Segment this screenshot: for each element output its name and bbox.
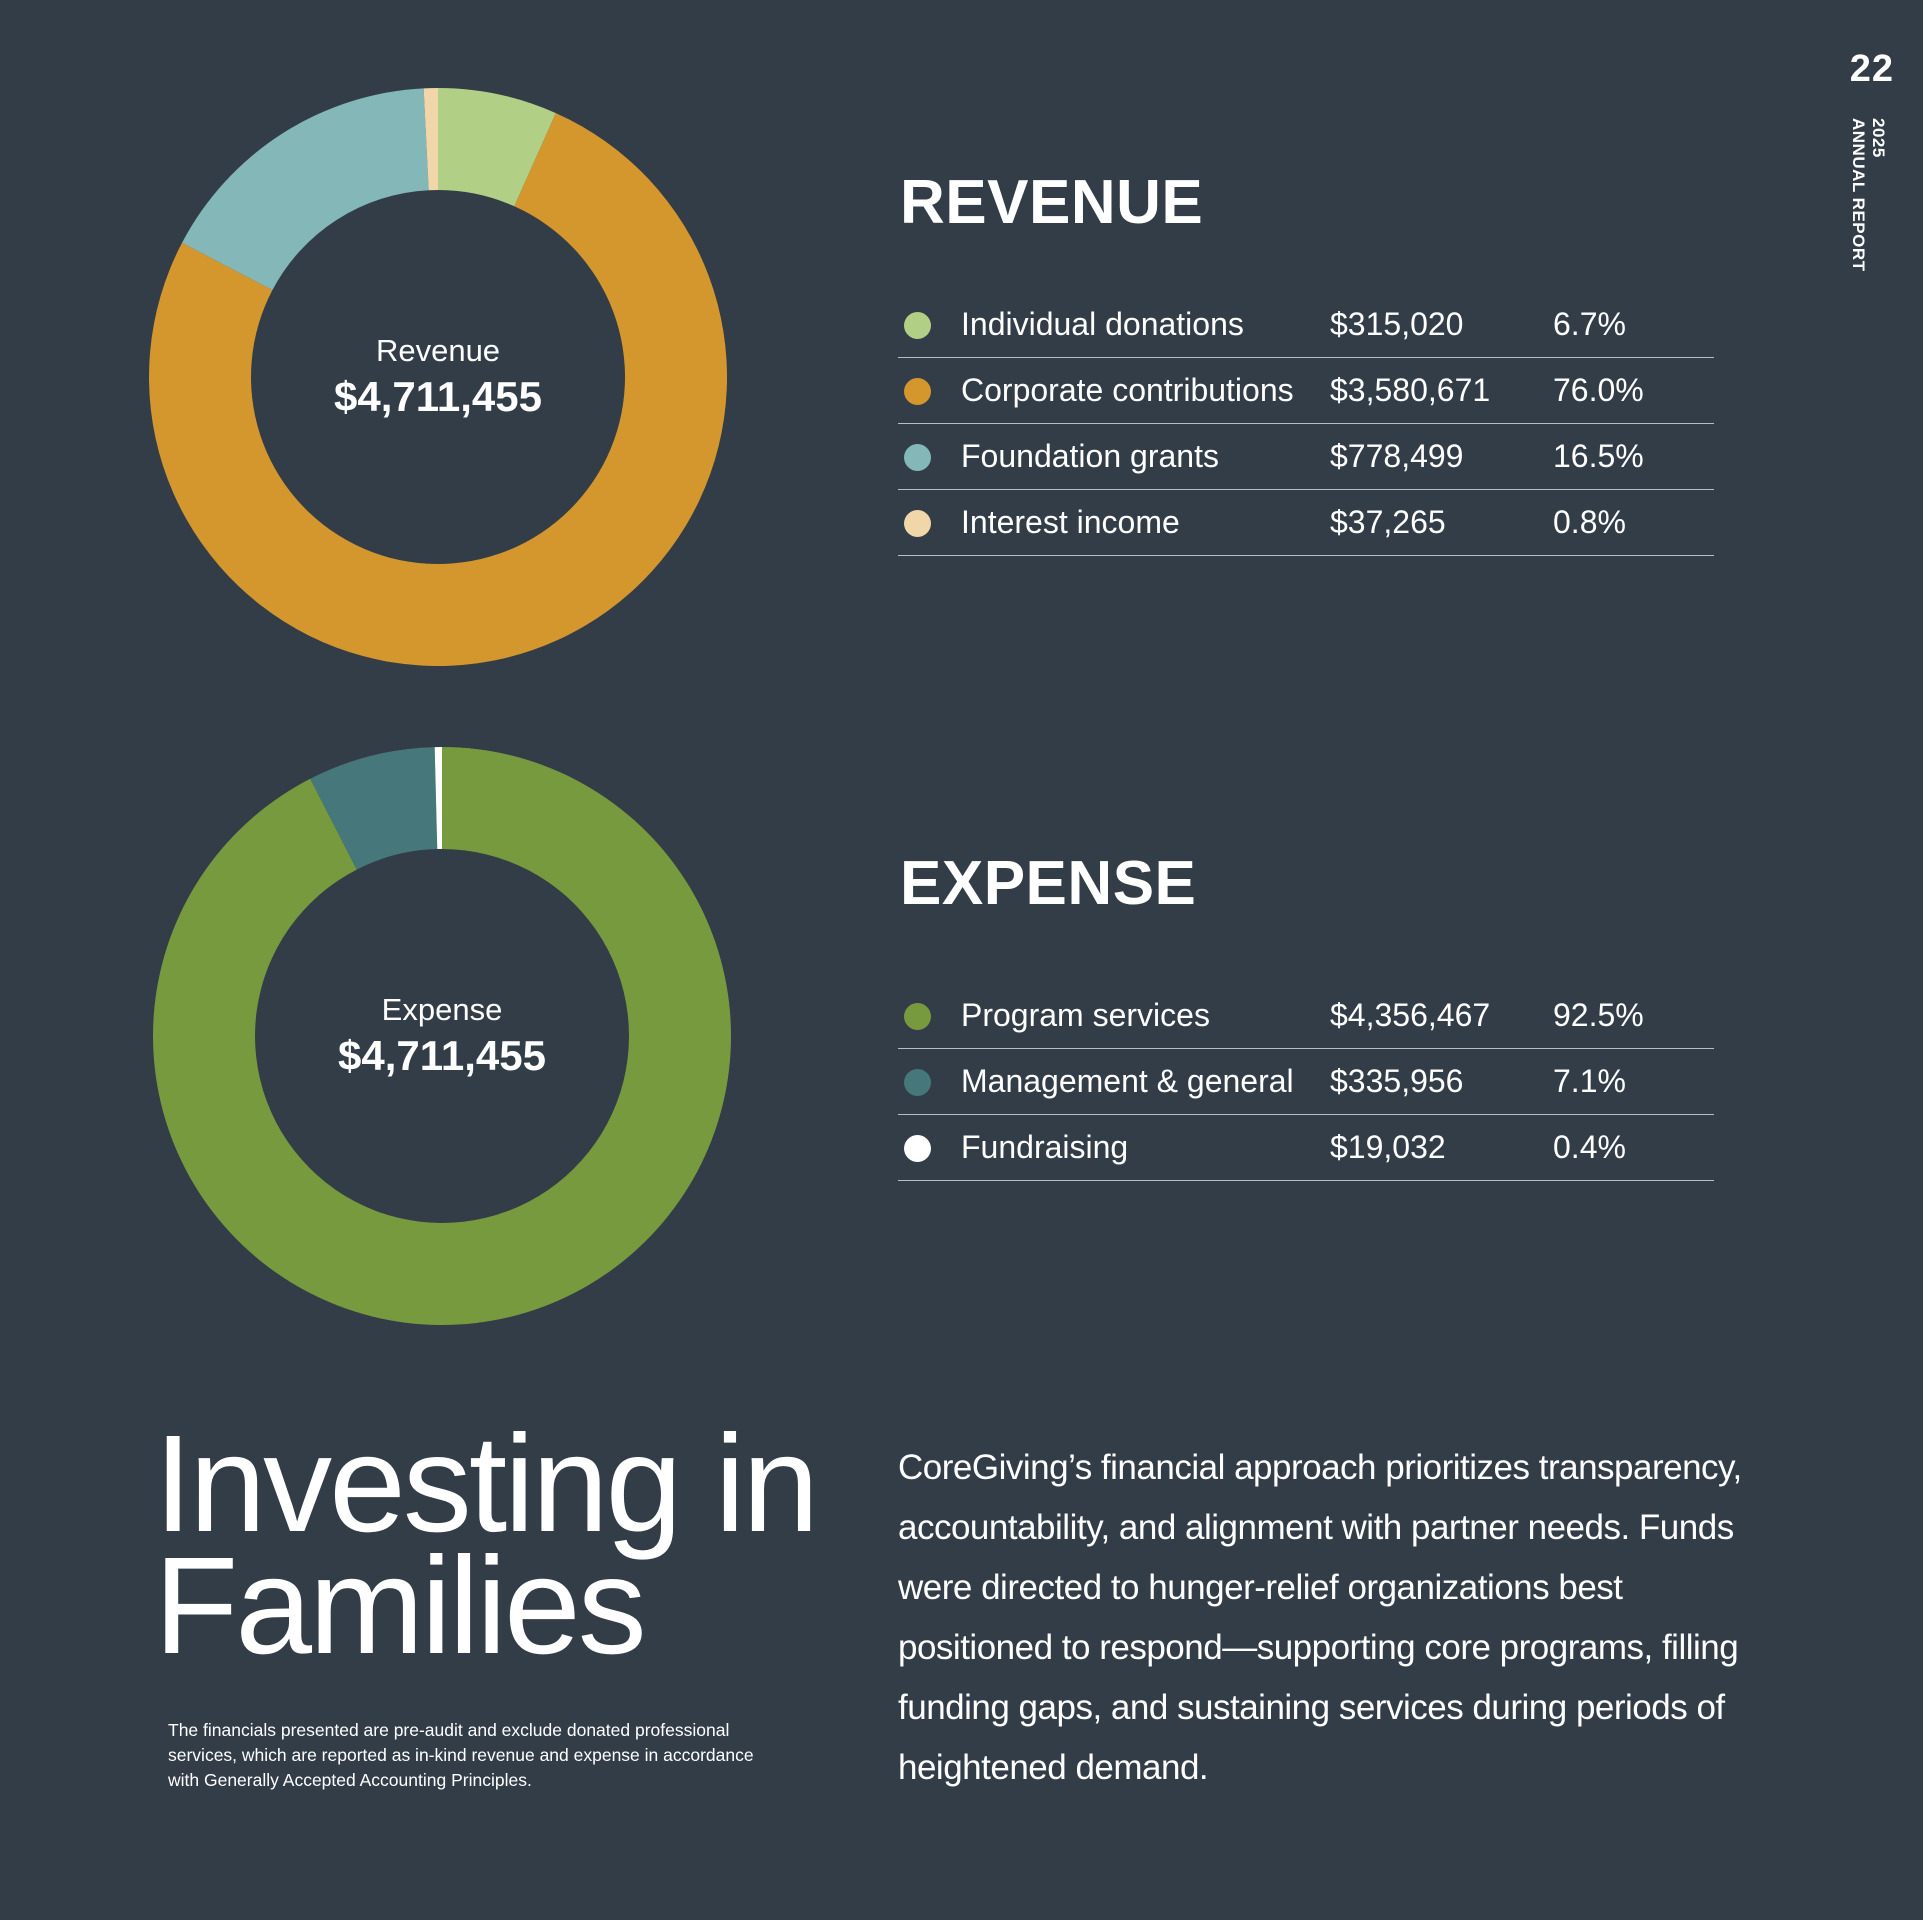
expense-percent: 0.4% [1553,1129,1626,1165]
legend-dot-icon [904,1003,931,1030]
revenue-category: Corporate contributions [961,372,1294,408]
revenue-percent: 0.8% [1553,504,1626,540]
revenue-amount: $778,499 [1330,438,1464,474]
legend-dot-icon [904,378,931,405]
running-head: 2025 ANNUAL REPORT [1848,118,1888,272]
revenue-slice-foundation-grants [182,88,429,291]
revenue-amount: $3,580,671 [1330,372,1491,408]
revenue-row: Interest income $37,265 0.8% [898,490,1714,556]
legend-dot-icon [904,1069,931,1096]
expense-slice-program-services [153,747,731,1325]
legend-dot-icon [904,444,931,471]
headline: Investing in Families [154,1407,819,1683]
running-head-year: 2025 [1869,118,1888,158]
revenue-heading: REVENUE [900,168,1204,237]
expense-donut-chart: Expense $4,711,455 [153,747,731,1325]
headline-line-1: Investing in [154,1407,819,1561]
expense-category: Fundraising [961,1129,1129,1165]
expense-row: Management & general $335,956 7.1% [898,1049,1714,1115]
revenue-category: Interest income [961,504,1180,540]
expense-slice-fundraising [434,747,442,850]
revenue-row: Foundation grants $778,499 16.5% [898,424,1714,490]
expense-amount: $335,956 [1330,1063,1464,1099]
revenue-amount: $315,020 [1330,306,1464,342]
revenue-percent: 16.5% [1553,438,1644,474]
revenue-slice-individual-donations [438,88,556,207]
legend-dot-icon [904,510,931,537]
expense-category: Program services [961,997,1210,1033]
legend-dot-icon [904,312,931,339]
revenue-slice-interest-income [423,88,438,191]
expense-row: Program services $4,356,467 92.5% [898,983,1714,1049]
headline-line-2: Families [154,1529,647,1683]
revenue-category: Foundation grants [961,438,1219,474]
body-paragraph: CoreGiving’s financial approach prioriti… [898,1448,1742,1787]
page-number: 22 [1849,48,1894,90]
expense-row: Fundraising $19,032 0.4% [898,1115,1714,1181]
expense-donut-svg [153,747,731,1325]
expense-percent: 7.1% [1553,1063,1626,1099]
revenue-donut-chart: Revenue $4,711,455 [149,88,727,666]
expense-percent: 92.5% [1553,997,1644,1033]
legend-dot-icon [904,1135,931,1162]
expense-category: Management & general [961,1063,1294,1099]
expense-heading: EXPENSE [900,849,1197,918]
revenue-slice-corporate-contributions [149,113,727,666]
revenue-row: Corporate contributions $3,580,671 76.0% [898,358,1714,424]
revenue-percent: 6.7% [1553,306,1626,342]
revenue-amount: $37,265 [1330,504,1446,540]
revenue-row: Individual donations $315,020 6.7% [898,292,1714,358]
revenue-table: Individual donations $315,020 6.7% Corpo… [898,292,1714,556]
revenue-donut-svg [149,88,727,666]
expense-table: Program services $4,356,467 92.5% Manage… [898,983,1714,1181]
expense-amount: $4,356,467 [1330,997,1491,1033]
expense-amount: $19,032 [1330,1129,1446,1165]
revenue-percent: 76.0% [1553,372,1644,408]
expense-slice-management-general [310,747,438,870]
revenue-category: Individual donations [961,306,1244,342]
running-head-title: ANNUAL REPORT [1849,118,1868,272]
footnote: The financials presented are pre-audit a… [168,1720,754,1790]
